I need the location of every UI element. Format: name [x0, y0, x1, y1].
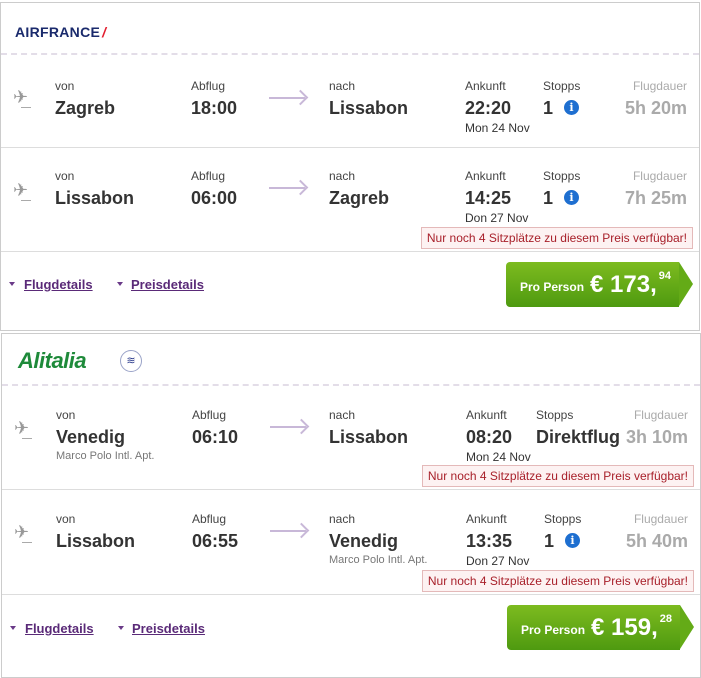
- arrival-date: Mon 24 Nov: [465, 121, 530, 135]
- caret-down-icon: [10, 626, 16, 630]
- price-amount: € 159,: [591, 613, 658, 641]
- departure-time: 18:00: [191, 98, 238, 118]
- caret-down-icon: [9, 282, 15, 286]
- from-label: von: [55, 79, 75, 93]
- arrow-right-icon: [269, 187, 305, 189]
- plane-takeoff-icon: ✈: [14, 522, 40, 543]
- duration-label: Flugdauer: [633, 512, 688, 526]
- info-icon[interactable]: i: [564, 100, 579, 115]
- stops-label: Stopps: [544, 512, 582, 526]
- flight-details-link[interactable]: Flugdetails: [25, 621, 94, 636]
- duration: 7h 25m: [624, 188, 687, 208]
- to-city: Zagreb: [329, 188, 390, 208]
- stops-count: 1: [544, 531, 555, 551]
- price-details-link[interactable]: Preisdetails: [131, 277, 204, 292]
- departure-label: Abflug: [192, 408, 227, 422]
- price-amount: € 173,: [590, 270, 657, 298]
- stops-label: Stopps: [543, 169, 581, 183]
- arrival-time: 22:20: [465, 98, 512, 118]
- flight-row: ✈ von Zagreb Abflug 18:00 nach Lissabon …: [1, 55, 699, 148]
- flight-row: ✈ von Venedig Marco Polo Intl. Apt. Abfl…: [2, 386, 700, 490]
- from-label: von: [56, 408, 76, 422]
- price-details-link[interactable]: Preisdetails: [132, 621, 205, 636]
- skyteam-logo-icon: ≋: [120, 350, 142, 372]
- to-label: nach: [329, 169, 356, 183]
- arrow-right-icon: [270, 530, 306, 532]
- arrival-label: Ankunft: [466, 408, 507, 422]
- departure-time: 06:10: [192, 427, 239, 447]
- arrival-label: Ankunft: [465, 169, 506, 183]
- price-button[interactable]: Pro Person € 159, 28: [507, 605, 694, 650]
- duration-label: Flugdauer: [632, 169, 687, 183]
- from-airport: Marco Polo Intl. Apt.: [56, 450, 155, 462]
- offer-header: AIRFRANCE /: [1, 3, 699, 55]
- arrival-date: Don 27 Nov: [466, 554, 530, 568]
- to-label: nach: [329, 512, 356, 526]
- stops-count: 1: [543, 188, 554, 208]
- plane-takeoff-icon: ✈: [13, 87, 39, 108]
- plane-takeoff-icon: ✈: [13, 180, 39, 201]
- arrival-date: Mon 24 Nov: [466, 450, 531, 464]
- price-cents: 94: [658, 270, 672, 282]
- to-label: nach: [329, 79, 356, 93]
- flight-details-link[interactable]: Flugdetails: [24, 277, 93, 292]
- arrival-time: 14:25: [465, 188, 512, 208]
- from-city: Lissabon: [55, 188, 135, 208]
- airfrance-logo: AIRFRANCE /: [15, 24, 107, 40]
- stops-label: Stopps: [536, 408, 574, 422]
- flight-row: ✈ von Lissabon Abflug 06:00 nach Zagreb …: [1, 148, 699, 252]
- price-cents: 28: [659, 613, 673, 625]
- departure-label: Abflug: [191, 169, 226, 183]
- from-city: Lissabon: [56, 531, 136, 551]
- seats-warning: Nur noch 4 Sitzplätze zu diesem Preis ve…: [421, 465, 694, 487]
- to-airport: Marco Polo Intl. Apt.: [329, 554, 428, 566]
- seats-warning: Nur noch 4 Sitzplätze zu diesem Preis ve…: [421, 570, 694, 592]
- offer-card-alitalia: Alitalia ≋ ✈ von Venedig Marco Polo Intl…: [1, 333, 701, 678]
- from-label: von: [56, 512, 76, 526]
- offer-header: Alitalia ≋: [2, 334, 700, 386]
- arrival-time: 13:35: [466, 531, 513, 551]
- arrival-label: Ankunft: [466, 512, 507, 526]
- flight-row: ✈ von Lissabon Abflug 06:55 nach Venedig…: [2, 490, 700, 595]
- duration: 3h 10m: [625, 427, 688, 447]
- per-person-label: Pro Person: [520, 279, 585, 294]
- to-city: Lissabon: [329, 427, 409, 447]
- departure-time: 06:55: [192, 531, 239, 551]
- per-person-label: Pro Person: [521, 622, 586, 637]
- alitalia-logo: Alitalia: [18, 348, 87, 373]
- arrival-time: 08:20: [466, 427, 513, 447]
- to-city: Lissabon: [329, 98, 409, 118]
- stops-label: Stopps: [543, 79, 581, 93]
- duration: 5h 20m: [624, 98, 687, 118]
- arrival-date: Don 27 Nov: [465, 211, 529, 225]
- offer-card-airfrance: AIRFRANCE / ✈ von Zagreb Abflug 18:00 nac…: [0, 2, 700, 331]
- arrival-label: Ankunft: [465, 79, 506, 93]
- arrow-right-icon: [269, 97, 305, 99]
- from-label: von: [55, 169, 75, 183]
- to-city: Venedig: [329, 531, 399, 551]
- caret-down-icon: [118, 626, 124, 630]
- departure-label: Abflug: [191, 79, 226, 93]
- price-button[interactable]: Pro Person € 173, 94: [506, 262, 693, 307]
- from-city: Venedig: [56, 427, 126, 447]
- arrow-right-icon: [270, 426, 306, 428]
- duration-label: Flugdauer: [632, 79, 687, 93]
- stops-count: 1: [543, 98, 554, 118]
- caret-down-icon: [117, 282, 123, 286]
- duration: 5h 40m: [625, 531, 688, 551]
- stops-count: Direktflug: [536, 427, 621, 447]
- plane-takeoff-icon: ✈: [14, 418, 40, 439]
- departure-label: Abflug: [192, 512, 227, 526]
- duration-label: Flugdauer: [633, 408, 688, 422]
- to-label: nach: [329, 408, 356, 422]
- info-icon[interactable]: i: [565, 533, 580, 548]
- info-icon[interactable]: i: [564, 190, 579, 205]
- seats-warning: Nur noch 4 Sitzplätze zu diesem Preis ve…: [420, 227, 693, 249]
- departure-time: 06:00: [191, 188, 238, 208]
- from-city: Zagreb: [55, 98, 116, 118]
